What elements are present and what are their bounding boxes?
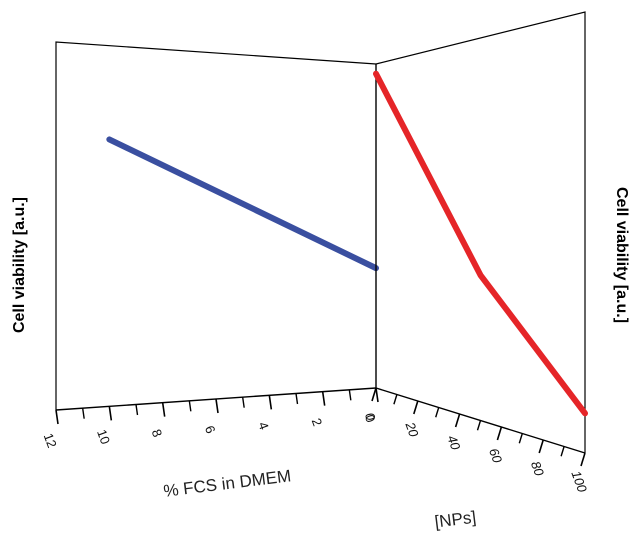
right-x-tick-labels: 0 20 40 60 80 100 [362, 410, 590, 494]
x-tick [413, 400, 419, 415]
x-tick-label: 6 [202, 423, 219, 435]
x-minor-tick [188, 400, 192, 412]
x-minor-tick [241, 397, 245, 408]
right-series-line [373, 70, 588, 417]
x-minor-tick [476, 420, 482, 431]
x-tick-label: 100 [568, 469, 590, 495]
x-tick-label: 8 [149, 427, 166, 439]
x-minor-tick [295, 393, 299, 405]
x-minor-tick [435, 407, 440, 418]
x-tick-label: 12 [41, 431, 60, 450]
left-series-lines [106, 136, 379, 272]
left-panel-frame [55, 41, 377, 410]
x-tick [55, 409, 59, 425]
right-x-axis-label: [NPs] [434, 508, 478, 532]
right-panel: 0 20 40 60 80 100 [362, 11, 590, 495]
x-tick-label: 2 [309, 416, 326, 428]
x-minor-tick [393, 394, 398, 405]
x-tick-label: 4 [255, 420, 272, 432]
x-tick [321, 391, 326, 406]
x-tick-label: 80 [528, 459, 547, 478]
x-minor-tick [135, 404, 139, 416]
right-x-ticks [371, 387, 586, 467]
x-minor-tick [518, 433, 523, 444]
x-minor-tick [81, 408, 85, 419]
left-y-axis-label: Cell viability [a.u.] [11, 197, 28, 333]
x-tick [161, 402, 166, 417]
x-tick [215, 398, 219, 414]
left-x-tick-labels: 12 10 8 6 4 2 0 [41, 412, 379, 449]
x-tick-label: 20 [402, 419, 422, 439]
x-tick-label: 60 [486, 446, 505, 465]
left-x-axis-label: % FCS in DMEM [162, 466, 292, 501]
x-tick [268, 395, 273, 410]
x-minor-tick [560, 446, 565, 457]
right-series-lines [373, 70, 588, 417]
x-minor-tick [348, 389, 352, 401]
x-tick [580, 452, 586, 467]
x-tick-label: 0 [362, 412, 379, 424]
x-tick [454, 413, 461, 428]
left-x-ticks [55, 387, 379, 425]
right-panel-frame [375, 11, 586, 453]
x-tick [371, 387, 377, 402]
x-tick [375, 387, 379, 403]
x-tick [108, 406, 113, 421]
x-tick [496, 426, 503, 441]
right-y-axis-label: Cell viability [a.u.] [613, 187, 630, 323]
left-series-line [106, 136, 379, 272]
x-tick-label: 40 [444, 433, 463, 452]
left-panel: 12 10 8 6 4 2 0 [41, 41, 379, 450]
x-tick-label: 10 [94, 427, 113, 446]
x-tick [538, 439, 544, 454]
